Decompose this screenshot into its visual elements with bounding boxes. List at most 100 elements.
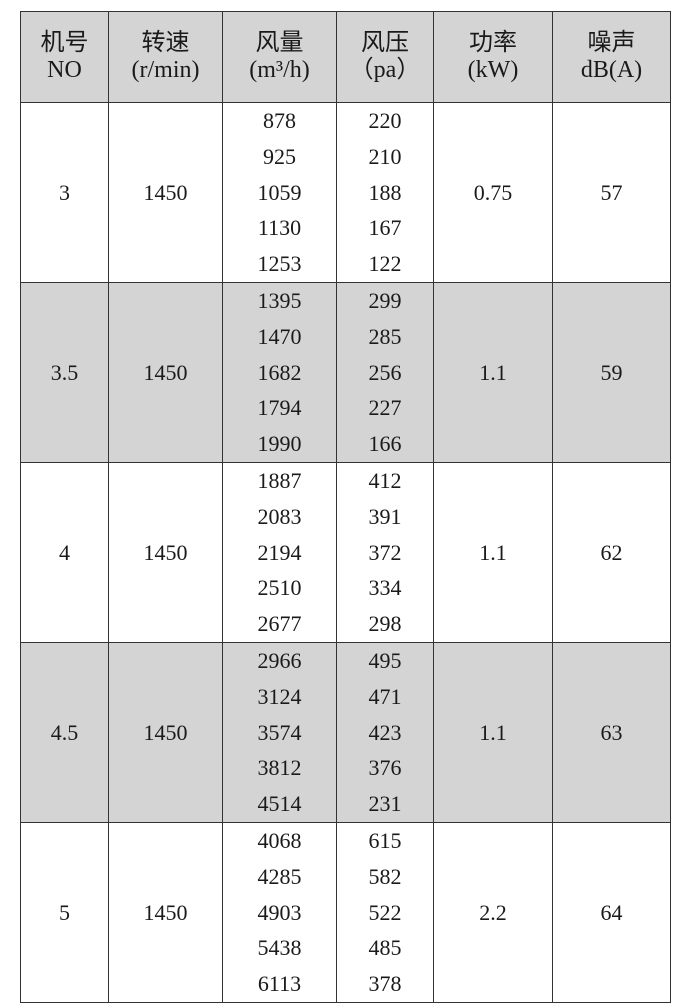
airflow-value: 3812 <box>257 755 302 781</box>
pressure-value: 298 <box>368 611 402 637</box>
header-unit: (kW) <box>467 57 519 83</box>
airflow-value: 3574 <box>257 719 302 745</box>
airflow-value: 1470 <box>257 323 302 349</box>
airflow-value: 1253 <box>257 251 302 277</box>
cell-model-no: 3 <box>20 102 109 283</box>
header-unit: dB(A) <box>580 57 643 83</box>
cell-model-no: 4.5 <box>20 642 109 823</box>
pressure-value: 231 <box>368 791 402 817</box>
pressure-value: 122 <box>368 251 402 277</box>
pressure-value: 495 <box>368 648 402 673</box>
pressure-value: 220 <box>368 108 402 133</box>
pressure-value: 299 <box>368 288 402 313</box>
cell-speed: 1450 <box>108 642 223 823</box>
header-unit: (r/min) <box>131 57 200 83</box>
airflow-value: 1395 <box>257 288 302 313</box>
cell-airflow: 2966 3124 3574 3812 4514 <box>222 642 337 823</box>
header-noise: 噪声 dB(A) <box>552 11 671 103</box>
airflow-value: 4903 <box>257 899 302 925</box>
airflow-value: 1130 <box>257 215 302 241</box>
cell-power: 0.75 <box>433 102 553 283</box>
cell-power: 1.1 <box>433 462 553 643</box>
airflow-value: 4514 <box>257 791 302 817</box>
header-unit: （pa） <box>349 57 421 83</box>
cell-pressure: 299 285 256 227 166 <box>336 282 434 463</box>
cell-pressure: 412 391 372 334 298 <box>336 462 434 643</box>
header-airflow: 风量 (m³/h) <box>222 11 337 103</box>
pressure-value: 167 <box>368 215 402 241</box>
header-label: 机号 <box>40 30 89 56</box>
pressure-value: 256 <box>368 359 402 385</box>
table-row: 3 1450 878 925 1059 1130 1253 220 210 188 167 12… <box>20 102 671 283</box>
cell-noise: 63 <box>552 642 671 823</box>
pressure-value: 334 <box>368 575 402 601</box>
header-unit: (m³/h) <box>249 57 310 83</box>
pressure-value: 210 <box>368 143 402 169</box>
cell-noise: 64 <box>552 822 671 1003</box>
header-model-no: 机号 NO <box>20 11 109 103</box>
airflow-value: 1990 <box>257 431 302 457</box>
fan-spec-table: 机号 NO 转速 (r/min) 风量 (m³/h) 风压 （pa） 功率 (kW) 噪声 dB(A)… <box>20 11 671 1003</box>
airflow-value: 1887 <box>257 468 302 493</box>
header-label: 功率 <box>469 30 517 56</box>
table-row: 4.5 1450 2966 3124 3574 3812 4514 495 471 423 3… <box>20 642 671 823</box>
airflow-value: 2510 <box>257 575 302 601</box>
airflow-value: 2966 <box>257 648 302 673</box>
pressure-value: 423 <box>368 719 402 745</box>
table-row: 3.5 1450 1395 1470 1682 1794 1990 299 285 256 2… <box>20 282 671 463</box>
pressure-value: 522 <box>368 899 402 925</box>
cell-airflow: 1395 1470 1682 1794 1990 <box>222 282 337 463</box>
pressure-value: 582 <box>368 863 402 889</box>
cell-noise: 59 <box>552 282 671 463</box>
cell-speed: 1450 <box>108 822 223 1003</box>
header-power: 功率 (kW) <box>433 11 553 103</box>
airflow-value: 1682 <box>257 359 302 385</box>
pressure-value: 166 <box>368 431 402 457</box>
pressure-value: 376 <box>368 755 402 781</box>
cell-speed: 1450 <box>108 282 223 463</box>
pressure-value: 188 <box>368 179 402 205</box>
cell-model-no: 3.5 <box>20 282 109 463</box>
header-speed: 转速 (r/min) <box>108 11 223 103</box>
airflow-value: 1059 <box>257 179 302 205</box>
header-label: 风压 <box>361 30 409 56</box>
cell-pressure: 495 471 423 376 231 <box>336 642 434 823</box>
cell-noise: 62 <box>552 462 671 643</box>
pressure-value: 372 <box>368 539 402 565</box>
cell-speed: 1450 <box>108 462 223 643</box>
cell-model-no: 5 <box>20 822 109 1003</box>
pressure-value: 412 <box>368 468 402 493</box>
cell-noise: 57 <box>552 102 671 283</box>
pressure-value: 391 <box>368 503 402 529</box>
cell-airflow: 4068 4285 4903 5438 6113 <box>222 822 337 1003</box>
cell-power: 1.1 <box>433 282 553 463</box>
airflow-value: 878 <box>263 108 296 133</box>
table-row: 4 1450 1887 2083 2194 2510 2677 412 391 372 334… <box>20 462 671 643</box>
airflow-value: 4285 <box>257 863 302 889</box>
pressure-value: 615 <box>368 828 402 853</box>
cell-power: 1.1 <box>433 642 553 823</box>
header-label: 噪声 <box>587 30 636 56</box>
cell-speed: 1450 <box>108 102 223 283</box>
airflow-value: 6113 <box>257 971 302 997</box>
airflow-value: 2677 <box>257 611 302 637</box>
cell-pressure: 615 582 522 485 378 <box>336 822 434 1003</box>
airflow-value: 1794 <box>257 395 302 421</box>
header-label: 转速 <box>141 30 190 56</box>
pressure-value: 285 <box>368 323 402 349</box>
cell-model-no: 4 <box>20 462 109 643</box>
airflow-value: 5438 <box>257 935 302 961</box>
pressure-value: 485 <box>368 935 402 961</box>
pressure-value: 471 <box>368 683 402 709</box>
header-unit: NO <box>47 57 82 83</box>
table-row: 5 1450 4068 4285 4903 5438 6113 615 582 522 485… <box>20 822 671 1003</box>
airflow-value: 925 <box>263 143 296 169</box>
airflow-value: 2083 <box>257 503 302 529</box>
cell-pressure: 220 210 188 167 122 <box>336 102 434 283</box>
airflow-value: 2194 <box>257 539 302 565</box>
pressure-value: 227 <box>368 395 402 421</box>
cell-airflow: 878 925 1059 1130 1253 <box>222 102 337 283</box>
pressure-value: 378 <box>368 971 402 997</box>
header-pressure: 风压 （pa） <box>336 11 434 103</box>
airflow-value: 3124 <box>257 683 302 709</box>
